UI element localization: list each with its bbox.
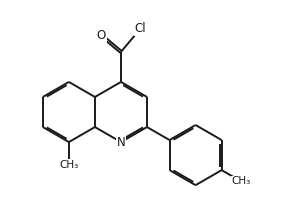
Text: N: N [117,136,125,149]
Text: O: O [97,29,106,42]
Text: CH₃: CH₃ [59,160,78,170]
Text: Cl: Cl [135,22,146,35]
Text: CH₃: CH₃ [231,176,251,186]
